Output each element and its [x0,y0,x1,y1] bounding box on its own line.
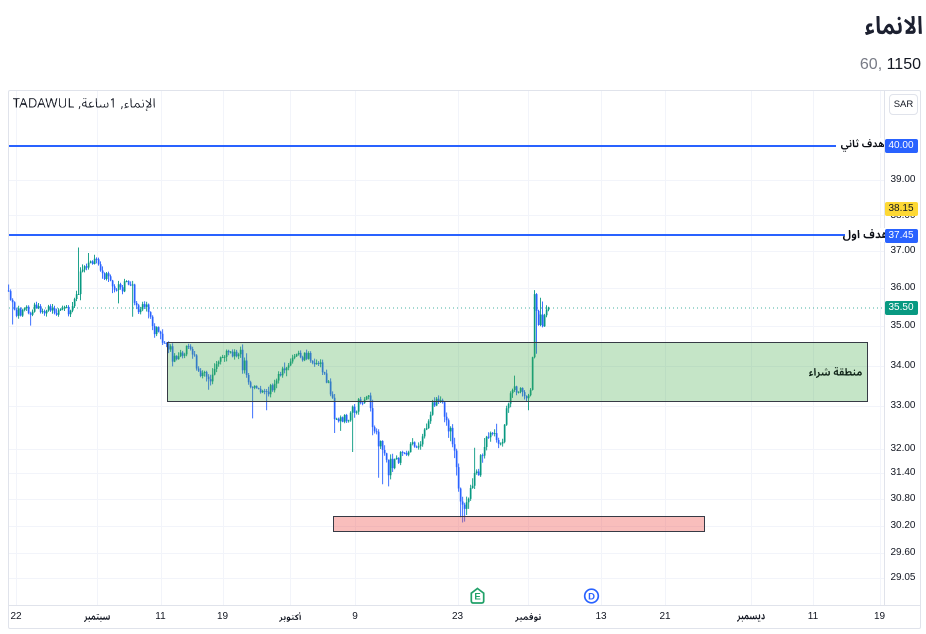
svg-text:D: D [588,591,595,602]
svg-text:E: E [474,592,480,603]
